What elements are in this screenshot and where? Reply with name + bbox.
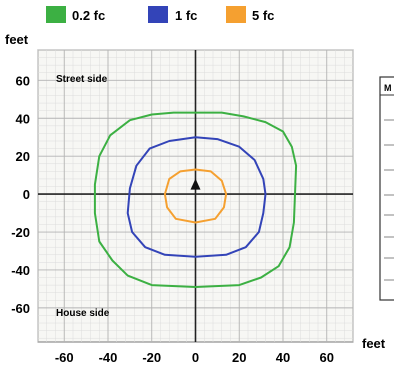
x-tick-label: 60 <box>320 350 334 365</box>
legend: 0.2 fc 1 fc 5 fc <box>46 6 274 23</box>
ticks: -60 -40 -20 0 20 40 60 60 40 20 0 -20 -40 -60 <box>11 73 334 365</box>
contour-0-2-fc-line <box>93 111 298 288</box>
contour-5-fc-line <box>163 168 228 224</box>
legend-label-5fc: 5 fc <box>252 8 274 23</box>
x-tick-label: -60 <box>55 350 74 365</box>
legend-swatch-5fc <box>226 6 246 23</box>
contour-1-fc-line <box>126 136 267 258</box>
y-tick-label: -60 <box>11 301 30 316</box>
legend-label-1fc: 1 fc <box>175 8 197 23</box>
side-table: M <box>379 76 394 301</box>
x-tick-label: 40 <box>276 350 290 365</box>
side-table-frame <box>379 76 394 301</box>
legend-swatch-0-2fc <box>46 6 66 23</box>
x-tick-label: 20 <box>232 350 246 365</box>
axes <box>38 50 353 342</box>
y-tick-label: -20 <box>11 225 30 240</box>
legend-swatch-1fc <box>148 6 168 23</box>
annotation-street-side: Street side <box>56 74 108 85</box>
legend-label-0-2fc: 0.2 fc <box>72 8 105 23</box>
y-tick-label: 40 <box>16 111 30 126</box>
y-tick-label: 20 <box>16 149 30 164</box>
contours <box>93 111 298 288</box>
y-tick-label: 0 <box>23 187 30 202</box>
fixture-marker <box>190 178 201 190</box>
x-tick-label: -40 <box>99 350 118 365</box>
x-tick-label: 0 <box>192 350 199 365</box>
y-tick-label: -40 <box>11 263 30 278</box>
y-axis-unit-label: feet <box>5 32 29 47</box>
y-tick-label: 60 <box>16 73 30 88</box>
side-unit-label: feet <box>362 336 386 351</box>
annotation-house-side: House side <box>56 308 110 319</box>
side-table-header: M <box>384 83 392 93</box>
x-tick-label: -20 <box>142 350 161 365</box>
